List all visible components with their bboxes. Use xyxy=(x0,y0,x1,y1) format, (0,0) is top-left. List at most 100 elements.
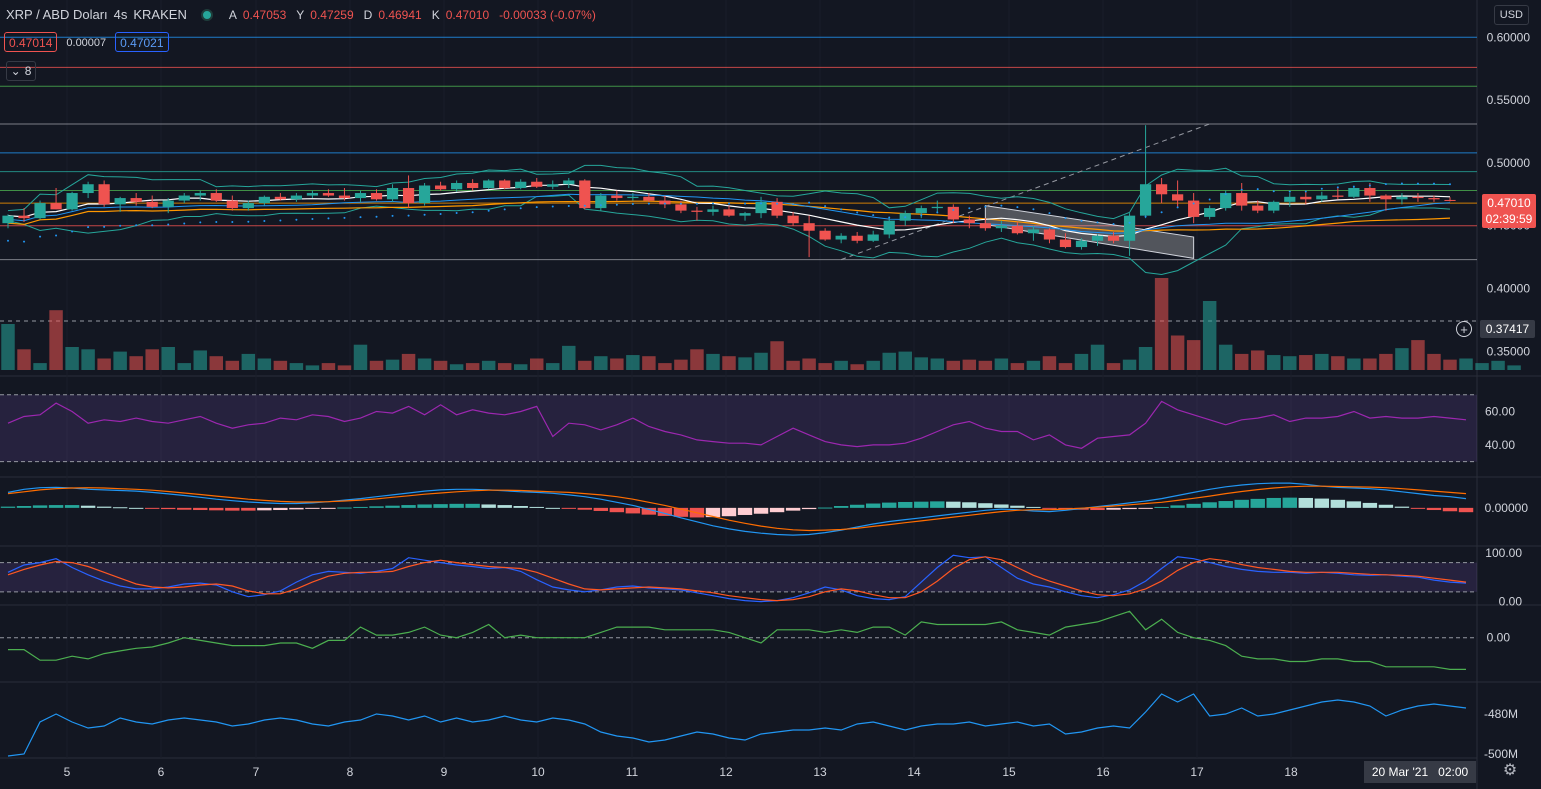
stoch-k-line xyxy=(7,554,1467,603)
time-axis-tick: 15 xyxy=(1002,765,1016,779)
volume-bar xyxy=(1251,350,1265,370)
symbol-name[interactable]: XRP / ABD Doları xyxy=(6,7,108,22)
macd-histogram-bar xyxy=(1442,507,1458,512)
candle xyxy=(819,228,831,241)
sar-dot xyxy=(1192,202,1195,205)
candle xyxy=(1412,193,1424,202)
candle xyxy=(803,215,815,258)
candle-body xyxy=(1316,195,1328,200)
macd-histogram-bar xyxy=(401,505,416,508)
trend-projection-line xyxy=(840,123,1210,261)
candle xyxy=(1268,200,1280,214)
sar-dot xyxy=(920,214,923,217)
macd-histogram-bar xyxy=(305,507,320,509)
candle-body xyxy=(1172,194,1184,201)
volume-bar xyxy=(562,345,576,370)
candle-body xyxy=(1139,184,1152,216)
sar-dot xyxy=(279,219,282,222)
candle xyxy=(851,231,863,244)
candle xyxy=(290,193,303,202)
add-alert-plus-icon[interactable]: + xyxy=(1456,321,1472,337)
gear-icon[interactable]: ⚙ xyxy=(1502,762,1518,779)
candle xyxy=(1380,194,1392,211)
currency-button[interactable]: USD xyxy=(1493,5,1529,25)
interval-label[interactable]: 4s xyxy=(113,7,128,22)
candle xyxy=(771,198,783,219)
candle xyxy=(1444,197,1456,202)
candle-body xyxy=(547,184,559,187)
candle xyxy=(322,189,335,197)
sar-dot xyxy=(1352,185,1355,188)
macd-histogram-bar xyxy=(1218,501,1233,508)
candle-body xyxy=(691,210,703,212)
volume-bar xyxy=(978,360,993,370)
candle xyxy=(1075,238,1088,250)
volume-bar xyxy=(770,341,784,370)
indicators-toggle-button[interactable]: ⌄ 8 xyxy=(6,61,36,81)
macd-histogram-bar xyxy=(1170,505,1185,508)
volume-bar xyxy=(289,363,304,370)
volume-bar xyxy=(1010,363,1025,370)
macd-histogram-bar xyxy=(96,506,112,508)
macd-histogram-bar xyxy=(962,502,977,508)
candle xyxy=(1300,191,1312,205)
sar-dot xyxy=(1144,215,1147,218)
volume-bar xyxy=(177,363,191,370)
candle-body xyxy=(162,200,174,207)
volume-bar xyxy=(97,358,111,370)
candle-body xyxy=(258,196,270,204)
volume-bar xyxy=(1443,359,1457,370)
macd-histogram-bar xyxy=(577,507,593,510)
volume-bar xyxy=(257,358,272,370)
candle xyxy=(1204,205,1216,220)
candle xyxy=(1011,221,1024,235)
volume-bar xyxy=(1186,340,1201,370)
candle-body xyxy=(242,203,254,209)
candle xyxy=(114,196,126,212)
candle-body xyxy=(707,209,719,212)
exchange-label[interactable]: KRAKEN xyxy=(133,7,187,22)
candle xyxy=(370,189,383,201)
candle xyxy=(1188,193,1200,224)
macd-axis-tick: 0.00000 xyxy=(1485,501,1529,515)
candle-body xyxy=(210,193,222,201)
time-axis-tick: 13 xyxy=(813,765,827,779)
volume-bar xyxy=(642,356,656,370)
candle-body xyxy=(451,182,463,190)
volume-bar xyxy=(1459,358,1473,370)
candle-body xyxy=(675,204,687,211)
candle xyxy=(563,177,575,189)
sell-price-button[interactable]: 0.47014 xyxy=(4,32,58,52)
candle xyxy=(1316,191,1328,202)
candle-body xyxy=(34,203,46,219)
volume-bar xyxy=(113,351,127,370)
price-axis-tick: 0.50000 xyxy=(1487,156,1531,170)
candle xyxy=(34,200,46,220)
volume-bar xyxy=(1507,365,1521,370)
sar-dot xyxy=(1416,182,1419,185)
candle-body xyxy=(114,198,126,205)
volume-bar xyxy=(1347,358,1361,370)
macd-histogram-bar xyxy=(193,507,208,511)
sar-dot xyxy=(1016,206,1019,209)
macd-histogram-bar xyxy=(1106,507,1121,510)
candle-body xyxy=(1444,199,1456,201)
sar-dot xyxy=(631,203,634,206)
sar-dot xyxy=(39,235,42,238)
candle xyxy=(659,195,671,209)
candle xyxy=(963,215,975,229)
sar-dot xyxy=(1304,190,1307,193)
macd-histogram-bar xyxy=(609,507,625,513)
buy-price-button[interactable]: 0.47021 xyxy=(115,32,169,52)
sar-dot xyxy=(71,230,74,233)
candle xyxy=(1027,225,1040,241)
volume-bar xyxy=(546,363,560,370)
volume-bar xyxy=(17,349,31,370)
candle xyxy=(1107,231,1120,244)
macd-histogram-bar xyxy=(80,505,96,508)
sar-dot xyxy=(1064,217,1067,220)
volume-bar xyxy=(369,360,384,370)
volume-bar xyxy=(674,359,688,370)
candle xyxy=(194,190,206,201)
